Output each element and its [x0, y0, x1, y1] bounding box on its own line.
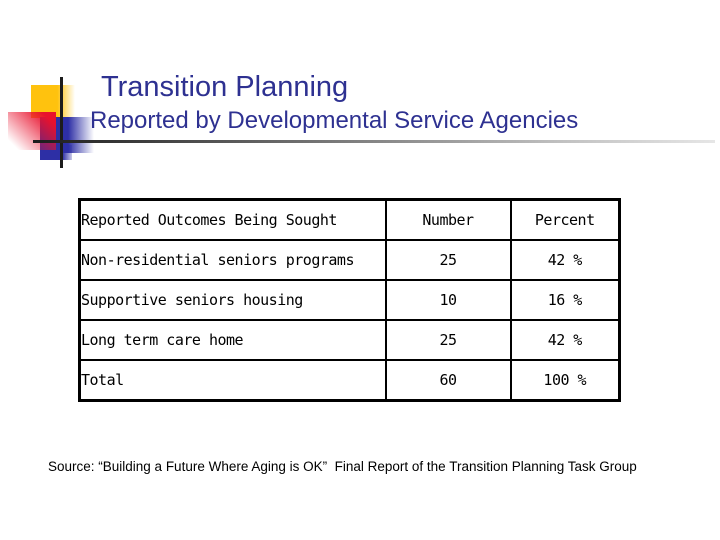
table-header-row: Reported Outcomes Being Sought Number Pe… [78, 198, 621, 241]
cell-outcome: Non-residential seniors programs [78, 239, 387, 281]
table-row: Long term care home 25 42 % [78, 319, 621, 361]
cell-percent: 100 % [509, 359, 621, 402]
column-header-percent: Percent [509, 198, 621, 241]
slide-title: Transition Planning [101, 71, 349, 103]
column-header-number: Number [384, 198, 512, 241]
cell-number: 25 [384, 239, 512, 281]
table-row: Non-residential seniors programs 25 42 % [78, 239, 621, 281]
slide-subtitle: Reported by Developmental Service Agenci… [90, 107, 579, 134]
cell-percent: 42 % [509, 239, 621, 281]
source-note: Source: “Building a Future Where Aging i… [48, 459, 637, 474]
table-row-total: Total 60 100 % [78, 359, 621, 402]
outcomes-table: Reported Outcomes Being Sought Number Pe… [78, 198, 621, 402]
logo-vertical-line [60, 77, 63, 168]
cell-percent: 42 % [509, 319, 621, 361]
title-underline [33, 140, 715, 143]
column-header-outcome: Reported Outcomes Being Sought [78, 198, 387, 241]
table-row: Supportive seniors housing 10 16 % [78, 279, 621, 321]
cell-number: 25 [384, 319, 512, 361]
cell-outcome: Long term care home [78, 319, 387, 361]
cell-outcome: Supportive seniors housing [78, 279, 387, 321]
cell-number: 10 [384, 279, 512, 321]
cell-number: 60 [384, 359, 512, 402]
cell-percent: 16 % [509, 279, 621, 321]
cell-outcome: Total [78, 359, 387, 402]
logo-red-square [8, 112, 56, 150]
